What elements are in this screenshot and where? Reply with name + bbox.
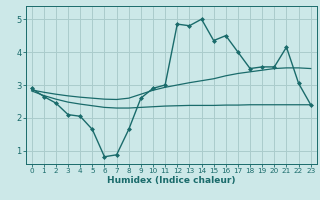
X-axis label: Humidex (Indice chaleur): Humidex (Indice chaleur) (107, 176, 236, 185)
